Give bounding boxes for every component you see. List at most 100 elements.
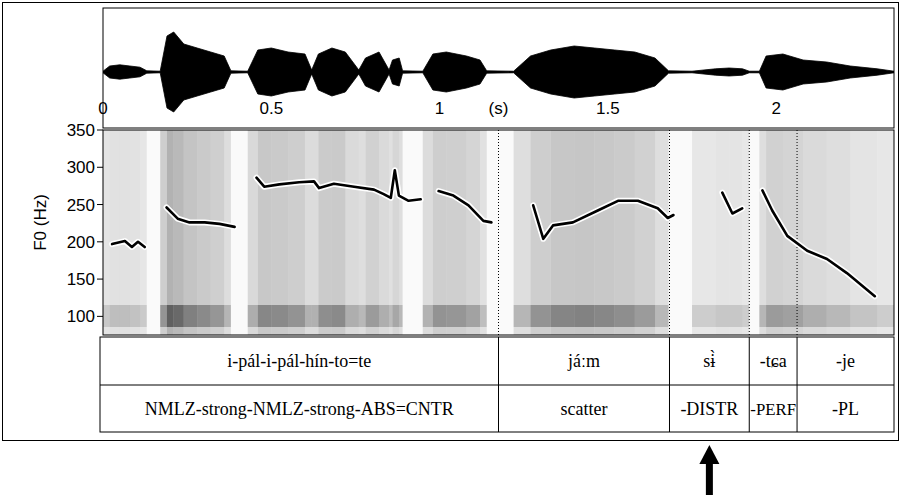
- spectrogram-cell: [130, 130, 140, 335]
- spectrogram-cell: [423, 130, 433, 335]
- spectrogram-cell: [716, 130, 729, 335]
- tier-divider: [100, 385, 894, 386]
- spectrogram-cell: [140, 130, 147, 335]
- x-tick-label: 1: [435, 99, 444, 118]
- spectrogram-band: [271, 305, 288, 327]
- outer-frame: [3, 3, 899, 441]
- tier-text: i-pál-i-pál-hín-to=te: [227, 351, 371, 371]
- spectrogram-band: [110, 305, 120, 327]
- spectrogram-cell: [743, 130, 750, 335]
- arrow-head: [699, 445, 719, 464]
- spectrogram-cell: [514, 130, 531, 335]
- spectrogram-cell: [635, 130, 655, 335]
- y-tick-label: 200: [67, 233, 95, 252]
- plot-frame: [103, 130, 894, 335]
- x-axis-label: (s): [489, 99, 509, 118]
- spectrogram-cell: [766, 130, 783, 335]
- spectrogram-cell: [759, 130, 766, 335]
- spectrogram-band: [359, 305, 366, 327]
- spectrogram-band: [551, 305, 575, 327]
- spectrogram-band: [318, 305, 331, 327]
- spectrogram-cell: [392, 130, 399, 335]
- spectrogram-cell: [574, 130, 594, 335]
- y-tick-label: 350: [67, 121, 95, 140]
- spectrogram-cell: [803, 130, 827, 335]
- spectrogram-band: [332, 305, 345, 327]
- spectrogram-band: [467, 305, 480, 327]
- tier-text: -je: [836, 351, 855, 371]
- spectrogram-cell: [211, 130, 224, 335]
- spectrogram-cell: [174, 130, 184, 335]
- y-tick: [97, 316, 103, 317]
- spectrogram-band: [574, 305, 594, 327]
- spectrogram-band: [759, 305, 766, 327]
- spectrogram-cell: [480, 130, 487, 335]
- y-tick: [97, 167, 103, 168]
- spectrogram-band: [389, 305, 392, 327]
- spectrogram-band: [692, 305, 716, 327]
- x-tick-label: 1.5: [596, 99, 620, 118]
- spectrogram-cell: [312, 130, 319, 335]
- spectrogram-cell: [359, 130, 366, 335]
- spectrogram-cell: [167, 130, 174, 335]
- spectrogram-band: [366, 305, 379, 327]
- spectrogram-cell: [332, 130, 345, 335]
- spectrogram-band: [288, 305, 305, 327]
- spectrogram-band: [783, 305, 803, 327]
- y-tick-label: 250: [67, 196, 95, 215]
- tier-text: scatter: [561, 399, 608, 419]
- arrow-shaft: [706, 462, 713, 495]
- tier-boundary: [797, 337, 798, 432]
- spectrogram-band: [594, 305, 614, 327]
- y-axis-label: F0 (Hz): [31, 194, 50, 251]
- spectrogram-ground: [103, 130, 894, 335]
- spectrogram-band: [635, 305, 655, 327]
- spectrogram-cell: [692, 130, 716, 335]
- x-tick-label: 0.5: [259, 99, 283, 118]
- spectrogram-cell: [850, 130, 877, 335]
- tier-text: NMLZ-strong-NMLZ-strong-ABS=CNTR: [145, 399, 454, 419]
- spectrogram-band: [514, 305, 531, 327]
- spectrogram-band: [615, 305, 635, 327]
- spectrogram-group: [103, 130, 894, 335]
- waveform-frame: [103, 8, 894, 128]
- spectrogram-cell: [467, 130, 480, 335]
- tier-boundary: [498, 337, 499, 432]
- spectrogram-cell: [366, 130, 379, 335]
- tier-text: jáːm: [567, 351, 600, 371]
- spectrogram-cell: [399, 130, 402, 335]
- spectrogram-band: [729, 305, 742, 327]
- boundary-dotted: [669, 130, 670, 335]
- spectrogram-cell: [594, 130, 614, 335]
- spectrogram-band: [803, 305, 827, 327]
- tier-text: -PERF: [750, 400, 796, 419]
- spectrogram-cell: [184, 130, 197, 335]
- x-tick-label: 2: [771, 99, 780, 118]
- spectrogram-cell: [389, 130, 392, 335]
- y-tick: [97, 130, 103, 131]
- spectrogram-band: [174, 305, 184, 327]
- spectrogram-band: [130, 305, 140, 327]
- spectrogram-band: [312, 305, 319, 327]
- spectrogram-cell: [197, 130, 210, 335]
- y-tick: [97, 204, 103, 205]
- spectrogram-cell: [103, 130, 110, 335]
- spectrogram-cell: [433, 130, 446, 335]
- spectrogram-band: [184, 305, 197, 327]
- spectrogram-cell: [224, 130, 231, 335]
- spectrogram-cell: [379, 130, 389, 335]
- boundary-dotted: [498, 130, 499, 335]
- spectrogram-band: [655, 305, 668, 327]
- y-tick: [97, 279, 103, 280]
- spectrogram-cell: [827, 130, 851, 335]
- tier-text: -PL: [832, 399, 859, 419]
- f0-contour: [112, 170, 875, 296]
- spectrogram-cell: [318, 130, 331, 335]
- spectrogram-cell: [655, 130, 668, 335]
- spectrogram-band: [433, 305, 446, 327]
- spectrogram-band: [167, 305, 174, 327]
- spectrogram-band: [399, 305, 402, 327]
- spectrogram-band: [211, 305, 224, 327]
- spectrogram-cell: [729, 130, 742, 335]
- spectrogram-band: [716, 305, 729, 327]
